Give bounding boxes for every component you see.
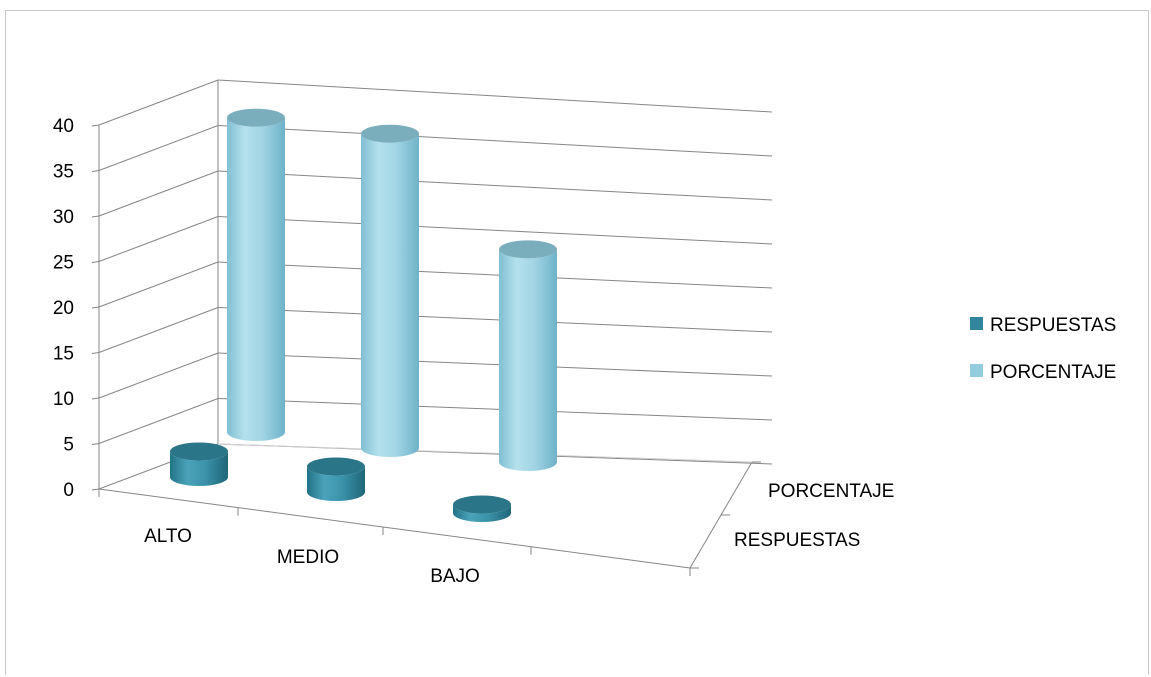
y-tick-mark-3: [91, 352, 100, 354]
gridline-back-1: [217, 398, 773, 421]
labels-layer: 0 5 10 15 20 25 30 35 40 ALTO MEDIO BAJO PORCENTAJE R…: [53, 116, 894, 587]
y-tick-mark-7: [91, 170, 100, 172]
category-label-alto: ALTO: [144, 526, 192, 547]
gridline-back-5: [217, 216, 773, 245]
y-tick-label-7: 35: [53, 162, 74, 183]
gridline-side-4: [98, 261, 219, 308]
y-tick-label-6: 30: [53, 207, 74, 228]
legend-swatch-porcentaje: [970, 364, 983, 377]
category-label-bajo: BAJO: [430, 566, 480, 587]
y-tick-mark-4: [91, 306, 100, 309]
bar-porcentaje-alto: [227, 108, 285, 441]
y-tick-label-4: 20: [53, 298, 74, 319]
gridline-back-8: [217, 79, 773, 113]
floor-back-edge: [217, 443, 753, 463]
gridline-back-2: [217, 352, 773, 377]
depth-label-porcentaje: PORCENTAJE: [768, 481, 894, 502]
y-tick-label-8: 40: [53, 116, 74, 137]
bar-porcentaje-medio: [361, 124, 419, 457]
y-tick-mark-0: [91, 488, 100, 491]
y-tick-mark-5: [91, 261, 100, 263]
legend-label-porcentaje: PORCENTAJE: [990, 362, 1116, 383]
y-tick-mark-2: [91, 397, 100, 400]
bar-respuestas-bajo: [453, 495, 511, 522]
gridline-back-4: [217, 261, 773, 289]
y-tick-mark-6: [91, 215, 100, 218]
legend: RESPUESTAS PORCENTAJE: [970, 315, 1116, 383]
gridline-back-6: [217, 170, 773, 201]
y-tick-label-1: 5: [63, 435, 74, 456]
gridline-side-8: [98, 79, 219, 126]
bar-respuestas-medio: [307, 457, 365, 501]
gridline-back-7: [217, 125, 773, 157]
gridline-side-6: [98, 170, 219, 217]
legend-swatch-respuestas: [970, 317, 983, 330]
y-tick-mark-1: [91, 443, 100, 445]
y-tick-label-0: 0: [63, 480, 74, 501]
y-tick-label-3: 15: [53, 344, 74, 365]
bars-layer: [170, 108, 557, 522]
gridline-side-2: [98, 352, 219, 399]
y-tick-label-2: 10: [53, 389, 74, 410]
category-label-medio: MEDIO: [277, 547, 339, 568]
gridline-side-7: [98, 125, 219, 171]
grid-layer: [98, 79, 773, 490]
y-tick-mark-8: [91, 124, 100, 127]
gridline-side-1: [98, 398, 219, 444]
gridline-side-3: [98, 307, 219, 353]
chart-frame: [5, 10, 1149, 675]
legend-label-respuestas: RESPUESTAS: [990, 315, 1116, 336]
y-tick-label-5: 25: [53, 253, 74, 274]
depth-label-respuestas: RESPUESTAS: [734, 530, 860, 551]
x-axis-line: [98, 488, 691, 569]
axis-layer: [91, 80, 761, 576]
bar-respuestas-alto: [170, 442, 228, 486]
gridline-back-3: [217, 307, 773, 333]
bar-porcentaje-bajo: [499, 240, 557, 471]
gridline-side-5: [98, 216, 219, 262]
